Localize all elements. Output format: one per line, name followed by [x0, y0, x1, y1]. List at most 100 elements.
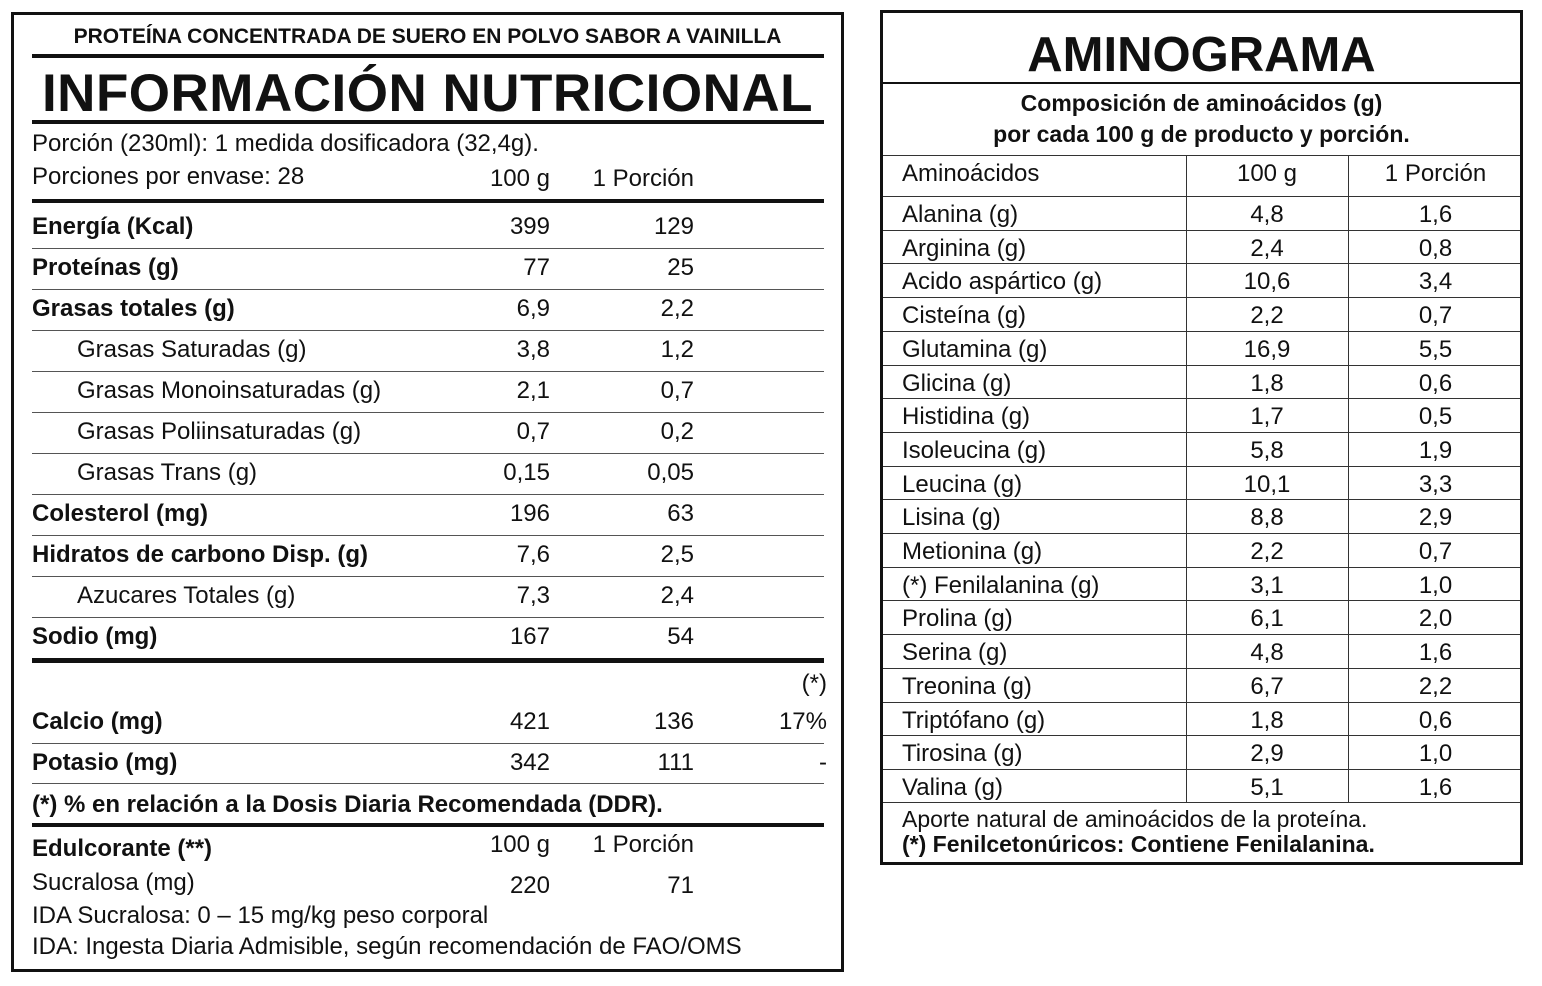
amino-value-100g: 2,2 [1250, 538, 1284, 565]
amino-row: (*) Fenilalanina (g) 3,1 1,0 [883, 566, 1520, 601]
amino-value-portion: 1,0 [1418, 571, 1453, 599]
amino-value-portion: 0,7 [1418, 302, 1453, 330]
amino-value-portion: 1,9 [1418, 436, 1453, 464]
mineral-ddr: 17% [778, 708, 827, 735]
amino-value-100g: 3,1 [1250, 571, 1284, 599]
mineral-value-100g: 342 [509, 749, 550, 776]
amino-name: Valina (g) [902, 773, 1003, 801]
nutrient-value-100g: 2,1 [516, 377, 550, 404]
amino-row: Valina (g) 5,1 1,6 [883, 768, 1520, 803]
amino-value-portion: 2,2 [1418, 672, 1453, 700]
amino-name: Leucina (g) [902, 470, 1023, 498]
amino-name: Treonina (g) [902, 672, 1032, 700]
mineral-value-100g: 421 [509, 708, 550, 735]
row-separator [32, 494, 824, 495]
nutrient-value-100g: 0,15 [503, 459, 550, 486]
amino-name: Alanina (g) [902, 201, 1019, 228]
amino-name: Glicina (g) [902, 369, 1012, 397]
amino-value-100g: 1,8 [1250, 369, 1284, 397]
amino-value-portion: 0,8 [1418, 234, 1453, 262]
nutrient-value-100g: 0,7 [516, 418, 550, 445]
nutrient-value-portion: 2,5 [660, 541, 694, 568]
divider [32, 823, 824, 827]
nutrient-label: Energía (Kcal) [32, 213, 194, 240]
nutrient-value-100g: 7,6 [516, 541, 550, 568]
nutrient-value-portion: 0,05 [647, 459, 694, 486]
aminogram-panel: AMINOGRAMA Composición de aminoácidos (g… [880, 10, 1523, 865]
amino-value-portion: 0,5 [1418, 403, 1453, 431]
nutrient-label: Proteínas (g) [32, 254, 179, 281]
servings-per-container: Porciones por envase: 28 [32, 163, 305, 190]
row-separator [32, 743, 824, 744]
nutrient-value-portion: 0,2 [660, 418, 694, 445]
amino-value-portion: 1,0 [1418, 740, 1453, 768]
nutrient-label: Grasas Monoinsaturadas (g) [77, 377, 382, 404]
mineral-label: Calcio (mg) [32, 708, 163, 735]
amino-row: Acido aspártico (g) 10,6 3,4 [883, 263, 1520, 297]
amino-value-100g: 1,8 [1250, 706, 1284, 734]
sucralose-portion: 71 [667, 872, 694, 899]
column-header-portion: 1 Porción [592, 165, 694, 192]
amino-footnote-phenylketonuric: (*) Fenilcetonúricos: Contiene Fenilalan… [902, 831, 1375, 857]
sweetener-header-100g: 100 g [489, 831, 550, 858]
amino-value-100g: 2,4 [1250, 234, 1284, 262]
amino-name: Cisteína (g) [902, 302, 1027, 330]
nutrient-value-portion: 54 [667, 623, 694, 650]
amino-row: Tirosina (g) 2,9 1,0 [883, 735, 1520, 769]
amino-name: Histidina (g) [902, 403, 1031, 431]
amino-value-portion: 3,3 [1418, 470, 1453, 498]
amino-name: Serina (g) [902, 639, 1008, 667]
amino-name: Tirosina (g) [902, 740, 1023, 768]
nutrient-value-100g: 167 [509, 623, 550, 650]
amino-name: Arginina (g) [902, 234, 1027, 262]
row-separator [32, 330, 824, 331]
amino-value-portion: 5,5 [1418, 335, 1453, 363]
header-portion: 1 Porción [1384, 160, 1487, 187]
product-subtitle: PROTEÍNA CONCENTRADA DE SUERO EN POLVO S… [73, 25, 782, 48]
nutrient-value-100g: 6,9 [516, 295, 550, 322]
nutrient-label: Colesterol (mg) [32, 500, 209, 527]
divider [32, 54, 824, 58]
amino-name: Metionina (g) [902, 538, 1043, 565]
amino-value-portion: 0,7 [1418, 538, 1453, 565]
amino-name: (*) Fenilalanina (g) [902, 571, 1100, 599]
nutrient-label: Azucares Totales (g) [77, 582, 296, 609]
amino-value-100g: 10,1 [1243, 470, 1291, 498]
nutrient-value-portion: 2,4 [660, 582, 694, 609]
amino-value-portion: 1,6 [1418, 639, 1453, 667]
amino-value-100g: 16,9 [1243, 335, 1291, 363]
amino-value-100g: 6,7 [1250, 672, 1284, 700]
amino-row: Metionina (g) 2,2 0,7 [883, 533, 1520, 567]
divider [883, 802, 1520, 803]
amino-row: Histidina (g) 1,7 0,5 [883, 398, 1520, 432]
nutrient-value-100g: 7,3 [516, 582, 550, 609]
amino-row: Arginina (g) 2,4 0,8 [883, 229, 1520, 264]
amino-value-portion: 1,6 [1418, 201, 1453, 228]
amino-value-portion: 3,4 [1418, 268, 1453, 296]
amino-name: Triptófano (g) [902, 706, 1046, 734]
ida-sucralose: IDA Sucralosa: 0 – 15 mg/kg peso corpora… [32, 902, 489, 929]
row-separator [32, 617, 824, 618]
sucralose-label: Sucralosa (mg) [32, 869, 195, 896]
amino-row: Serina (g) 4,8 1,6 [883, 634, 1520, 668]
amino-header-row: Aminoácidos 100 g 1 Porción [883, 155, 1520, 189]
amino-row: Lisina (g) 8,8 2,9 [883, 499, 1520, 533]
divider [32, 199, 824, 203]
portion-size: Porción (230ml): 1 medida dosificadora (… [32, 130, 539, 157]
nutrient-value-portion: 63 [667, 500, 694, 527]
nutrient-value-100g: 196 [509, 500, 550, 527]
amino-row: Isoleucina (g) 5,8 1,9 [883, 431, 1520, 466]
nutrient-value-100g: 399 [509, 213, 550, 240]
nutrition-facts-panel: PROTEÍNA CONCENTRADA DE SUERO EN POLVO S… [11, 12, 844, 972]
row-separator [32, 371, 824, 372]
amino-value-100g: 2,2 [1250, 302, 1284, 330]
nutrient-value-portion: 25 [667, 254, 694, 281]
amino-value-100g: 2,9 [1250, 740, 1284, 768]
nutrient-value-100g: 3,8 [516, 336, 550, 363]
nutrient-label: Grasas Trans (g) [77, 459, 258, 486]
composition-line-2: por cada 100 g de producto y porción. [993, 121, 1410, 147]
nutrient-label: Grasas Saturadas (g) [77, 336, 307, 363]
sweetener-header-portion: 1 Porción [592, 831, 694, 858]
row-separator [32, 535, 824, 536]
sucralose-100g: 220 [509, 872, 550, 899]
